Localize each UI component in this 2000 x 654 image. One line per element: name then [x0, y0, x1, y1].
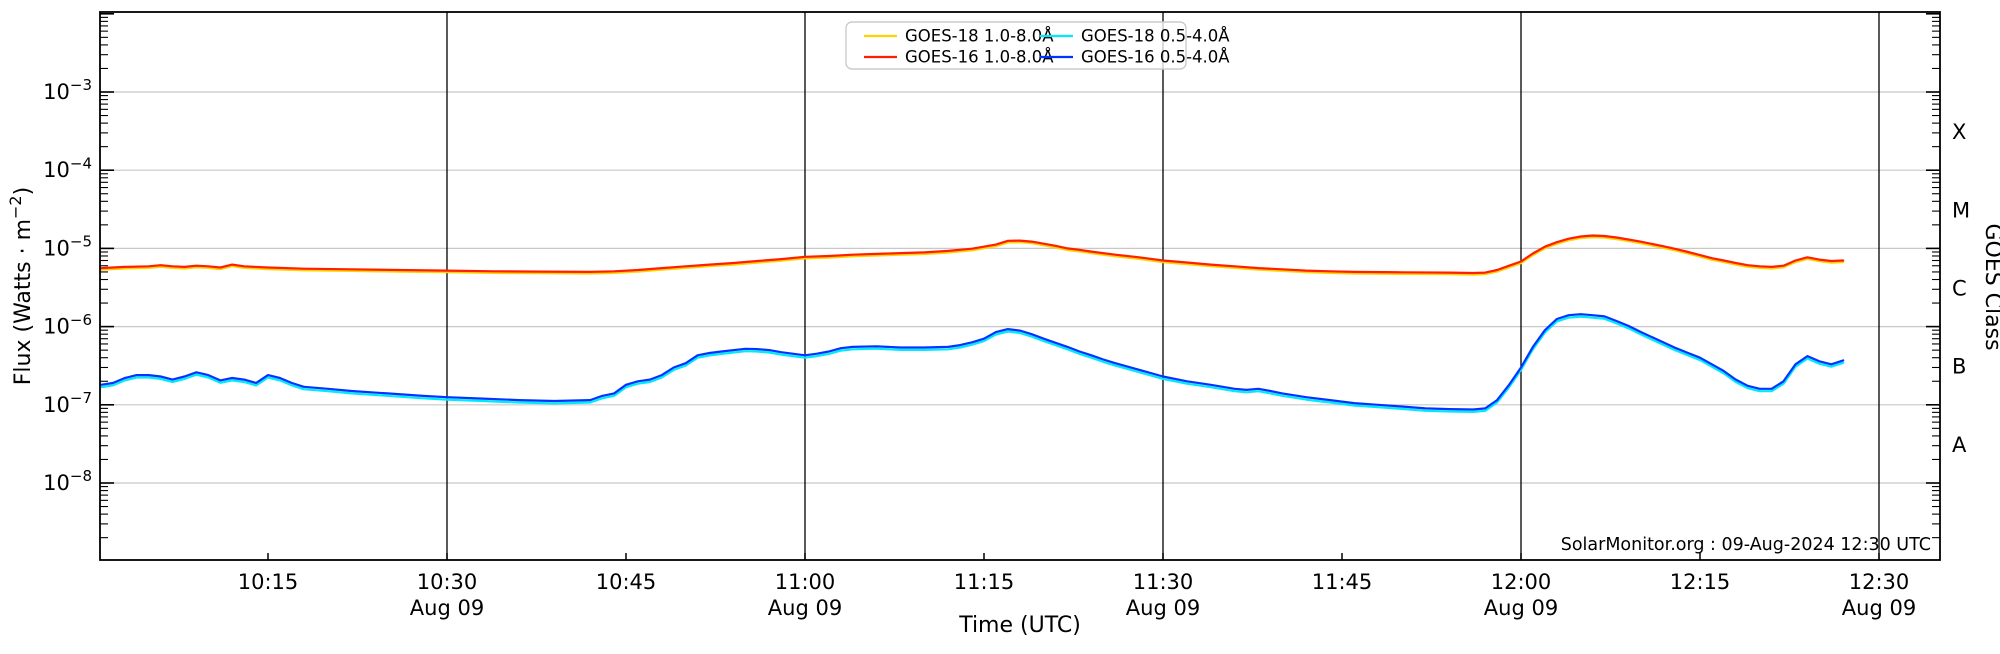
x-tick-label: 10:15	[238, 570, 299, 594]
y-tick-label: 10−5​	[43, 233, 92, 261]
x-tick-date-label: Aug 09	[1842, 596, 1916, 620]
x-tick-date-label: Aug 09	[410, 596, 484, 620]
legend-label-goes18-short: GOES-18 0.5-4.0Å	[1081, 27, 1230, 46]
legend-box	[845, 21, 1187, 70]
series-goes18-short-line	[100, 315, 1845, 413]
series-goes16-long-line	[100, 234, 1845, 275]
legend-label-goes16-long: GOES-16 1.0-8.0Å	[905, 48, 1054, 67]
x-tick-label: 10:45	[596, 570, 657, 594]
series-goes18-long-line	[100, 236, 1845, 276]
x-tick-label: 12:30	[1849, 570, 1910, 594]
right-axis-title: GOES Class	[1980, 223, 2000, 350]
x-axis-title: Time (UTC)	[958, 613, 1081, 638]
watermark-text: SolarMonitor.org : 09-Aug-2024 12:30 UTC	[1561, 535, 1931, 555]
x-tick-label: 11:00	[775, 570, 836, 594]
x-tick-label: 11:15	[954, 570, 1015, 594]
legend-label-goes16-short: GOES-16 0.5-4.0Å	[1081, 48, 1230, 67]
y-tick-label: 10−7​	[43, 389, 92, 417]
y-tick-label: 10−8​	[43, 467, 92, 495]
goes-class-label-c: C	[1952, 277, 1967, 301]
y-tick-label: 10−6​	[43, 311, 92, 339]
legend-label-goes18-long: GOES-18 1.0-8.0Å	[905, 27, 1054, 46]
x-tick-date-label: Aug 09	[768, 596, 842, 620]
x-tick-label: 12:00	[1491, 570, 1552, 594]
x-tick-label: 12:15	[1670, 570, 1731, 594]
x-tick-label: 11:30	[1133, 570, 1194, 594]
series-goes16-short-line	[100, 313, 1845, 411]
goes-class-label-b: B	[1952, 355, 1966, 379]
goes-class-label-x: X	[1952, 120, 1966, 144]
goes-class-label-m: M	[1952, 198, 1970, 222]
goes-class-label-a: A	[1952, 433, 1967, 457]
x-tick-date-label: Aug 09	[1126, 596, 1200, 620]
y-axis-title: Flux (Watts · m−2​)	[6, 187, 36, 385]
x-tick-date-label: Aug 09	[1484, 596, 1558, 620]
y-tick-label: 10−3​	[43, 76, 92, 104]
x-tick-label: 10:30	[417, 570, 478, 594]
y-tick-label: 10−4​	[43, 154, 92, 182]
x-tick-label: 11:45	[1312, 570, 1373, 594]
plot-border	[99, 11, 1941, 561]
